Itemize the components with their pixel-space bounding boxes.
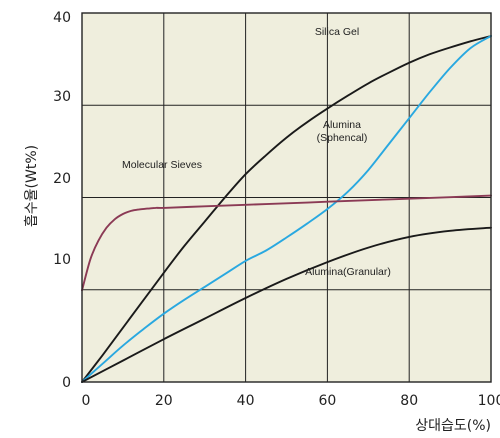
series-lines <box>81 35 492 383</box>
series-line-1 <box>81 35 492 383</box>
y-tick-label: 40 <box>53 10 71 26</box>
annotation-label: Molecular Sieves <box>122 159 202 171</box>
y-tick-label: 30 <box>53 89 71 105</box>
y-tick-label: 0 <box>62 375 71 391</box>
annotation-label: Alumina(Granular) <box>305 266 391 278</box>
y-tick-label: 10 <box>53 252 71 268</box>
annotation-label: Silica Gel <box>315 26 359 38</box>
x-tick-label: 20 <box>155 393 173 409</box>
x-tick-label: 40 <box>237 393 255 409</box>
series-line-2 <box>81 194 492 292</box>
series-line-0 <box>81 35 492 383</box>
x-tick-label: 100 <box>478 393 500 409</box>
x-tick-label: 60 <box>318 393 336 409</box>
annotations: Silica Gel Alumina (Sphencal) Molecular Sie… <box>122 26 391 278</box>
x-tick-label: 0 <box>82 393 91 409</box>
tick-labels: 0 20 40 60 80 100 0 10 20 30 40 <box>53 10 500 409</box>
y-tick-label: 20 <box>53 171 71 187</box>
y-axis-label: 흡수율(Wt%) <box>24 145 40 227</box>
plot-frame <box>81 12 492 383</box>
x-tick-label: 80 <box>400 393 418 409</box>
annotation-label: Alumina (Sphencal) <box>317 119 368 144</box>
x-axis-label: 상대습도(%) <box>415 418 491 434</box>
series-line-3 <box>81 226 492 383</box>
